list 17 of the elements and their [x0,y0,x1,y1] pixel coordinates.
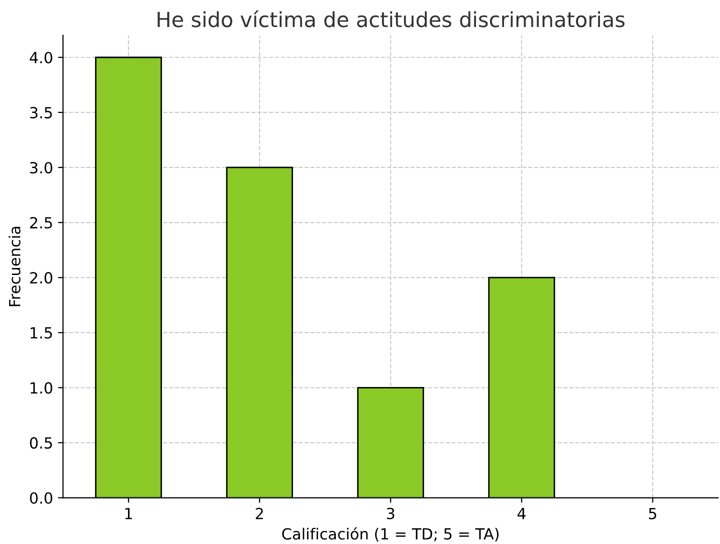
x-tick-label: 4 [518,508,526,520]
y-tick-label: 3.5 [30,106,52,118]
y-tick-label: 2.5 [30,216,52,229]
y-tick-label: 0.5 [30,437,52,449]
y-tick-label: 1.0 [30,382,52,394]
y-tick-label: 2.0 [30,272,52,284]
x-axis-title: Calificación (1 = TD; 5 = TA) [282,527,499,542]
y-tick-label: 1.5 [30,327,52,339]
y-tick-label: 3.0 [30,162,52,174]
y-tick-label: 0.0 [30,492,52,504]
x-tick-label: 2 [256,508,263,520]
x-tick-label: 5 [649,508,656,520]
chart-title: He sido víctima de actitudes discriminatorias [158,10,625,28]
y-tick-label: 4.0 [30,52,52,64]
x-tick-label: 3 [386,508,394,520]
y-axis-title: Frecuencia [8,226,20,306]
x-tick-label: 1 [125,508,132,520]
